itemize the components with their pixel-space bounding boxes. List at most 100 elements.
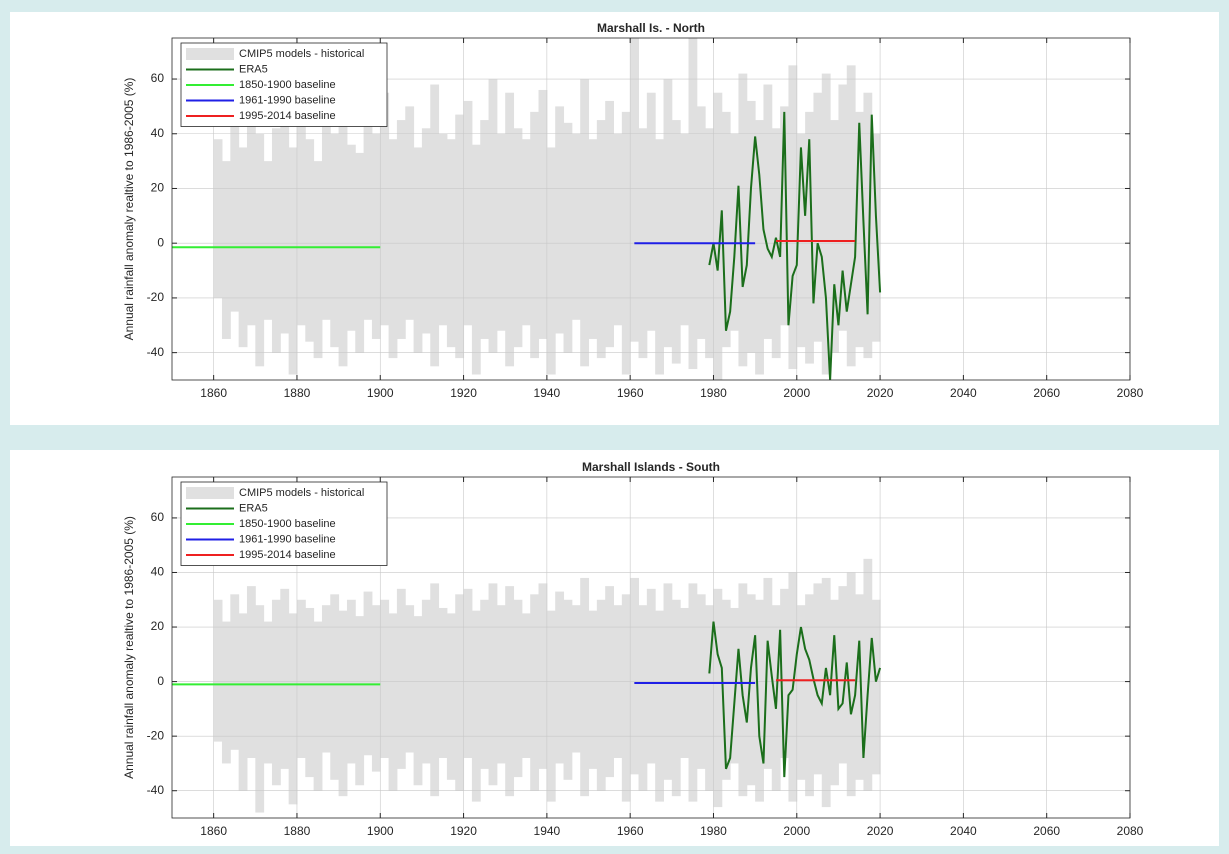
model-range — [580, 79, 590, 367]
model-range — [638, 605, 648, 791]
x-tick-label: 1940 — [534, 824, 561, 838]
model-range — [321, 120, 331, 320]
model-range — [830, 599, 839, 786]
x-tick-label: 1880 — [284, 824, 311, 838]
model-range — [805, 111, 814, 364]
model-range — [721, 111, 731, 348]
model-range — [421, 128, 431, 334]
model-range — [480, 120, 490, 339]
model-range — [688, 38, 698, 370]
model-range — [671, 599, 681, 797]
model-range — [863, 92, 873, 359]
model-range — [330, 133, 340, 348]
model-range — [296, 111, 306, 326]
model-range — [596, 120, 606, 359]
series-line — [708, 621, 882, 778]
model-range — [246, 106, 256, 326]
model-range — [446, 613, 456, 780]
x-tick-label: 1880 — [284, 386, 311, 400]
model-range — [405, 605, 415, 753]
model-range — [371, 605, 381, 772]
y-tick-label: -40 — [147, 345, 165, 359]
model-range — [555, 106, 565, 334]
model-range — [430, 583, 440, 797]
model-range — [288, 147, 298, 375]
model-range — [455, 594, 465, 791]
model-range — [605, 100, 615, 348]
model-range — [755, 599, 764, 802]
x-tick-label: 1960 — [617, 824, 644, 838]
model-range — [688, 583, 698, 802]
y-tick-label: 0 — [157, 235, 164, 249]
x-tick-label: 2080 — [1117, 386, 1144, 400]
y-axis-label: Annual rainfall anomaly realtive to 1986… — [122, 516, 136, 779]
model-range — [513, 128, 523, 348]
legend-swatch — [186, 487, 234, 499]
model-range — [355, 152, 365, 353]
x-tick-label: 1920 — [450, 824, 477, 838]
model-range — [521, 139, 531, 326]
model-range — [821, 577, 831, 808]
model-range — [505, 92, 515, 367]
model-range — [788, 65, 798, 370]
plot — [172, 477, 1130, 818]
model-range — [571, 605, 581, 753]
model-range — [846, 572, 856, 797]
x-tick-label: 2040 — [950, 386, 977, 400]
model-range — [321, 605, 331, 753]
model-range — [338, 610, 348, 797]
model-range — [580, 577, 590, 797]
model-range — [230, 120, 240, 312]
x-tick-label: 2060 — [1033, 386, 1060, 400]
model-range — [588, 610, 598, 769]
model-range — [571, 133, 581, 320]
legend-label: ERA5 — [239, 502, 268, 514]
model-range — [488, 79, 498, 353]
model-range — [630, 577, 640, 775]
model-range — [305, 607, 315, 778]
axes-box — [171, 37, 1131, 381]
chart-title: Marshall Islands - South — [582, 460, 720, 474]
model-range — [388, 139, 398, 359]
y-tick-label: 60 — [151, 510, 165, 524]
model-range — [346, 144, 356, 331]
model-range — [671, 120, 681, 364]
model-range — [646, 92, 656, 331]
model-range — [730, 607, 739, 764]
model-range — [538, 89, 548, 339]
model-range — [838, 84, 848, 331]
model-range — [280, 588, 290, 769]
legend-label: 1961-1990 baseline — [239, 533, 336, 545]
x-tick-label: 1860 — [200, 824, 227, 838]
model-range — [530, 111, 540, 359]
legend-label: 1961-1990 baseline — [239, 94, 336, 106]
model-range — [846, 65, 856, 367]
legend-label: CMIP5 models - historical — [239, 48, 364, 60]
model-range — [738, 73, 748, 367]
y-tick-label: 40 — [151, 126, 165, 140]
x-tick-label: 2060 — [1033, 824, 1060, 838]
model-range — [255, 133, 265, 367]
model-range — [238, 613, 248, 791]
legend-label: ERA5 — [239, 63, 268, 75]
model-range — [838, 586, 848, 764]
model-range — [763, 84, 773, 339]
model-range — [413, 616, 423, 786]
x-tick-label: 2000 — [783, 824, 810, 838]
model-range — [221, 161, 231, 339]
legend-label: 1850-1900 baseline — [239, 518, 336, 530]
model-range — [471, 610, 481, 802]
y-tick-label: -20 — [147, 728, 165, 742]
plot — [172, 38, 1130, 380]
model-range — [546, 610, 556, 802]
model-range — [705, 605, 714, 791]
model-range — [563, 122, 573, 353]
model-range — [655, 139, 664, 375]
model-range — [780, 588, 789, 758]
model-range — [780, 106, 789, 326]
model-range — [530, 594, 540, 791]
model-range — [646, 588, 656, 764]
model-range — [680, 133, 689, 326]
model-range — [813, 92, 823, 342]
model-range — [305, 139, 315, 342]
